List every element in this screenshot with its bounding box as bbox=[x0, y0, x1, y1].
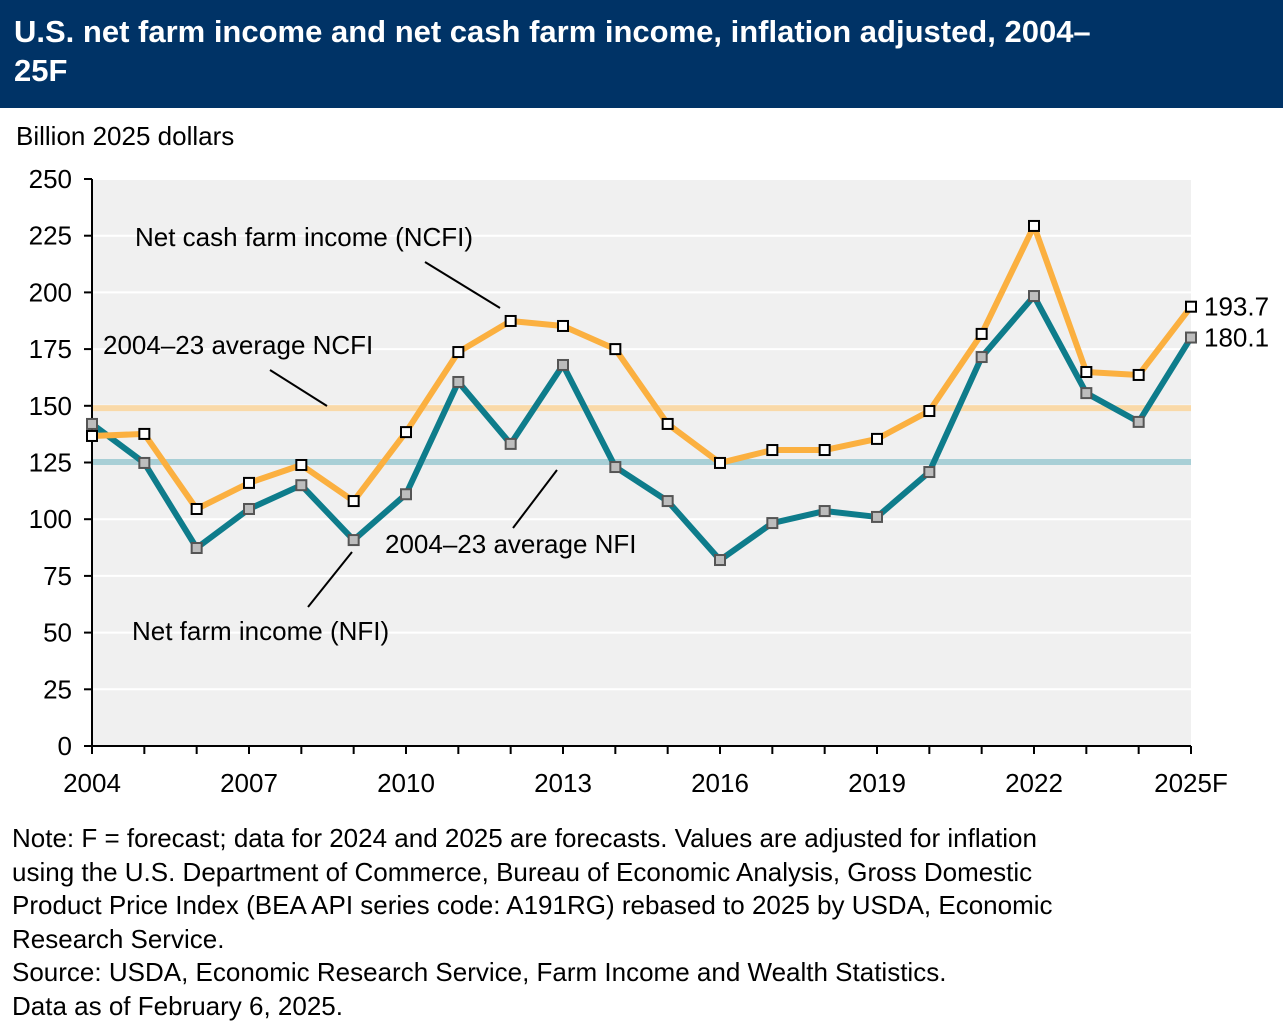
ncfi-annotation: Net cash farm income (NCFI) bbox=[135, 222, 473, 252]
note-line: using the U.S. Department of Commerce, B… bbox=[12, 856, 1033, 887]
nfi-point bbox=[1132, 415, 1145, 428]
y-tick-label: 250 bbox=[29, 164, 72, 194]
y-tick-label: 150 bbox=[29, 391, 72, 421]
nfi-annotation: Net farm income (NFI) bbox=[132, 616, 389, 646]
ncfi-point bbox=[347, 495, 360, 508]
chart-notes: Note: F = forecast; data for 2024 and 20… bbox=[12, 822, 1282, 1023]
ncfi-point bbox=[1028, 219, 1040, 232]
y-tick-label: 225 bbox=[29, 221, 72, 251]
ncfi-end-label: 193.7 bbox=[1204, 292, 1269, 322]
nfi-point bbox=[818, 505, 831, 518]
ncfi-point bbox=[557, 319, 569, 332]
x-tick-label: 2013 bbox=[534, 768, 592, 798]
y-tick-label: 175 bbox=[29, 334, 72, 364]
data-date-line: Data as of February 6, 2025. bbox=[12, 990, 343, 1021]
nfi-point bbox=[452, 375, 465, 388]
x-tick-label: 2007 bbox=[220, 768, 278, 798]
x-tick-label: 2022 bbox=[1005, 768, 1063, 798]
nfi-point bbox=[714, 554, 726, 567]
ncfi-point bbox=[661, 417, 674, 430]
nfi-point bbox=[557, 358, 569, 371]
ncfi-point bbox=[1185, 300, 1197, 313]
ncfi-point bbox=[714, 456, 726, 469]
ncfi-point bbox=[86, 429, 98, 442]
y-tick-label: 75 bbox=[43, 561, 72, 591]
nfi-point bbox=[766, 517, 779, 530]
nfi-point bbox=[504, 437, 517, 450]
y-tick-label: 125 bbox=[29, 448, 72, 478]
x-tick-label: 2025F bbox=[1154, 768, 1228, 798]
y-tick-label: 100 bbox=[29, 504, 72, 534]
ncfi-point bbox=[818, 444, 831, 457]
x-tick-label: 2019 bbox=[848, 768, 906, 798]
ncfi-point bbox=[1080, 366, 1093, 379]
x-tick-label: 2016 bbox=[691, 768, 749, 798]
ncfi-point bbox=[1132, 368, 1145, 381]
nfi-point bbox=[923, 466, 936, 479]
ncfi-avg-annotation: 2004–23 average NCFI bbox=[103, 330, 373, 360]
ncfi-point bbox=[923, 405, 936, 418]
ncfi-point bbox=[766, 444, 779, 457]
nfi-point bbox=[400, 488, 412, 501]
nfi-point bbox=[1185, 331, 1197, 344]
nfi-point bbox=[138, 456, 151, 469]
nfi-point bbox=[1080, 387, 1093, 400]
y-tick-label: 25 bbox=[43, 674, 72, 704]
nfi-point bbox=[975, 351, 988, 364]
y-axis-label: Billion 2025 dollars bbox=[16, 121, 234, 151]
nfi-avg-leader-line bbox=[512, 469, 558, 529]
nfi-leader-line bbox=[307, 551, 353, 608]
ncfi-point bbox=[871, 432, 883, 445]
nfi-point bbox=[661, 495, 674, 508]
nfi-point bbox=[609, 461, 622, 474]
note-line: Note: F = forecast; data for 2024 and 20… bbox=[12, 823, 1037, 853]
nfi-point bbox=[243, 502, 255, 515]
nfi-point bbox=[347, 534, 360, 547]
ncfi-point bbox=[295, 458, 308, 471]
note-line: Research Service. bbox=[12, 923, 225, 954]
ncfi-line bbox=[91, 222, 1194, 512]
chart-header: U.S. net farm income and net cash farm i… bbox=[0, 0, 1283, 108]
source-line: Source: USDA, Economic Research Service,… bbox=[12, 957, 947, 987]
ncfi-point bbox=[609, 343, 622, 356]
nfi-point bbox=[190, 542, 203, 555]
note-line: Product Price Index (BEA API series code… bbox=[12, 890, 1053, 920]
ncfi-leader-line bbox=[424, 261, 501, 309]
ncfi-avg-leader-line bbox=[269, 369, 328, 407]
x-tick-label: 2010 bbox=[377, 768, 435, 798]
nfi-line bbox=[90, 293, 1194, 564]
y-tick-label: 0 bbox=[58, 731, 72, 761]
chart-title: U.S. net farm income and net cash farm i… bbox=[14, 14, 1091, 88]
ncfi-point bbox=[190, 502, 203, 515]
y-tick-label: 200 bbox=[29, 277, 72, 307]
nfi-end-label: 180.1 bbox=[1204, 323, 1269, 353]
ncfi-point bbox=[243, 476, 255, 489]
y-tick-label: 50 bbox=[43, 618, 72, 648]
nfi-point bbox=[295, 479, 308, 492]
nfi-avg-annotation: 2004–23 average NFI bbox=[385, 529, 637, 559]
x-tick-label: 2004 bbox=[63, 768, 121, 798]
ncfi-point bbox=[138, 427, 151, 440]
ncfi-point bbox=[504, 314, 517, 327]
nfi-point bbox=[86, 417, 98, 430]
ncfi-point bbox=[975, 327, 988, 340]
ncfi-point bbox=[452, 346, 465, 359]
nfi-point bbox=[871, 510, 883, 523]
nfi-point bbox=[1028, 290, 1040, 303]
ncfi-point bbox=[400, 426, 412, 439]
